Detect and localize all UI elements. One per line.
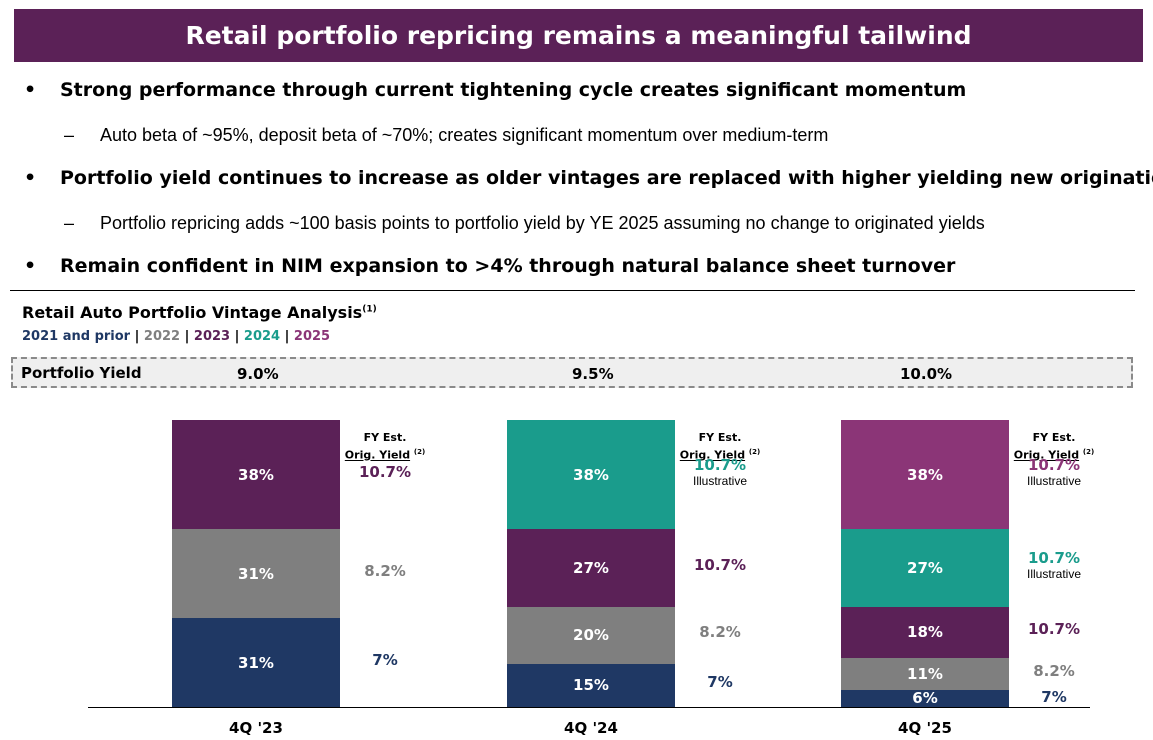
orig-yield-label: 7% [707, 673, 733, 692]
sub-bullet-text: Portfolio repricing adds ~100 basis poin… [100, 213, 985, 233]
orig-yield-label: 10.7% [693, 555, 747, 574]
legend-separator: | [180, 329, 194, 344]
bullet-mark: • [24, 79, 37, 101]
sub-bullet-1: – Auto beta of ~95%, deposit beta of ~70%… [64, 125, 828, 146]
bullet-1: • Strong performance through current tigh… [24, 79, 966, 101]
bullet-3: • Remain confident in NIM expansion to >4… [24, 255, 955, 277]
footnote-mark: (1) [362, 304, 377, 315]
bar-segment: 15% [507, 663, 675, 707]
orig-yield-label: 10.7% Illustrative [999, 549, 1109, 582]
bar-segment: 27% [507, 529, 675, 607]
dash-mark: – [64, 125, 75, 145]
orig-yield-label: 8.2% [364, 561, 406, 580]
bar-segment: 38% [172, 420, 340, 530]
legend-separator: | [230, 329, 244, 344]
bullet-2: • Portfolio yield continues to increase a… [24, 167, 1153, 189]
chart-title: Retail Auto Portfolio Vintage Analysis(1… [22, 303, 377, 322]
orig-yield-label: 10.7% [358, 462, 412, 481]
orig-yield-label: 7% [372, 650, 398, 669]
orig-yield-label: 8.2% [1033, 661, 1075, 680]
portfolio-yield-value: 9.0% [237, 365, 279, 383]
fy-est-orig-yield-header: FY Est. Orig. Yield (2) [679, 431, 761, 462]
legend: 2021 and prior | 2022 | 2023 | 2024 | 20… [22, 329, 330, 344]
legend-item: 2023 [193, 329, 231, 344]
orig-yield-label: 8.2% [699, 623, 741, 642]
bar-segment: 38% [841, 420, 1009, 530]
portfolio-yield-row: Portfolio Yield [11, 357, 1133, 388]
sub-bullet-text: Auto beta of ~95%, deposit beta of ~70%;… [100, 125, 829, 145]
bar-segment: 31% [172, 618, 340, 707]
bullet-mark: • [24, 255, 37, 277]
orig-yield-label: 7% [1041, 688, 1067, 707]
x-axis [88, 707, 1090, 708]
orig-yield-label: 10.7% [1027, 620, 1081, 639]
legend-item: 2024 [243, 329, 281, 344]
legend-item: 2022 [143, 329, 181, 344]
bar-segment: 20% [507, 606, 675, 664]
bar-segment: 27% [841, 529, 1009, 607]
portfolio-yield-value: 10.0% [900, 365, 953, 383]
illustrative-note: Illustrative [1026, 566, 1082, 581]
legend-separator: | [280, 329, 294, 344]
legend-item: 2021 and prior [22, 329, 131, 344]
bullet-mark: • [24, 167, 37, 189]
divider [10, 290, 1135, 291]
legend-item: 2025 [293, 329, 331, 344]
portfolio-yield-label: Portfolio Yield [21, 364, 142, 382]
bar-segment: 38% [507, 420, 675, 530]
orig-yield-label: 10.7% Illustrative [665, 456, 775, 489]
page-title: Retail portfolio repricing remains a mea… [14, 9, 1143, 62]
bar-segment: 18% [841, 606, 1009, 659]
fy-est-orig-yield-header: FY Est. Orig. Yield (2) [344, 431, 426, 462]
x-tick-label: 4Q '25 [898, 719, 952, 737]
bar-segment: 11% [841, 658, 1009, 690]
bullet-text: Portfolio yield continues to increase as… [60, 167, 1153, 189]
fy-est-orig-yield-header: FY Est. Orig. Yield (2) [1013, 431, 1095, 462]
bar-segment: 6% [841, 689, 1009, 707]
bar-segment: 31% [172, 529, 340, 619]
portfolio-yield-value: 9.5% [572, 365, 614, 383]
sub-bullet-2: – Portfolio repricing adds ~100 basis poi… [64, 213, 985, 234]
illustrative-note: Illustrative [692, 473, 748, 488]
orig-yield-label: 10.7% Illustrative [999, 456, 1109, 489]
x-tick-label: 4Q '23 [229, 719, 283, 737]
bullet-text: Remain confident in NIM expansion to >4%… [60, 255, 956, 277]
dash-mark: – [64, 213, 75, 233]
illustrative-note: Illustrative [1026, 473, 1082, 488]
legend-separator: | [130, 329, 144, 344]
bullet-text: Strong performance through current tight… [60, 79, 967, 101]
x-tick-label: 4Q '24 [564, 719, 618, 737]
